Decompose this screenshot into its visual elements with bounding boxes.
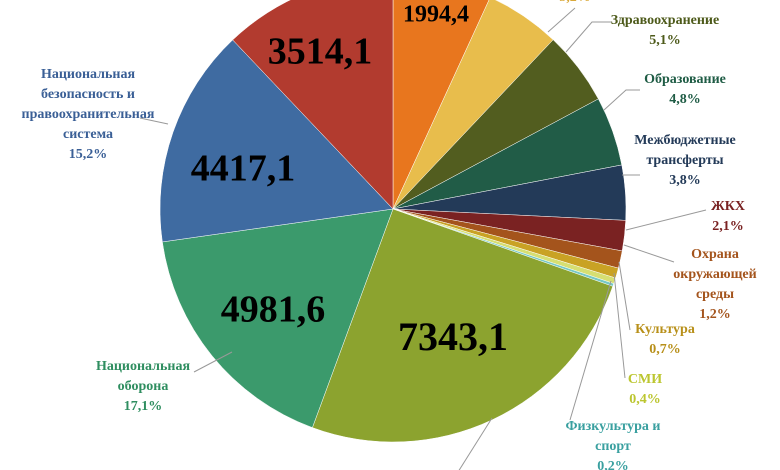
category-name: Межбюджетные трансферты [634,133,736,168]
value-label: 7343,1 [398,314,508,359]
share-label: 0,4% [629,392,661,407]
value-label: 3514,1 [268,31,373,73]
slice [162,208,394,428]
slice [232,0,394,210]
slice-label: Образование 4,8% [630,70,740,110]
leader-line [547,7,576,33]
category-name: ЖКХ [710,199,746,214]
category-name: Национальная оборона [95,359,191,394]
share-label: 0,2% [597,459,629,470]
value-label: 1994,4 [403,2,469,28]
slice-label: Культура 0,7% [620,320,710,360]
leader-line [139,117,169,125]
slice-label: Межбюджетные трансферты 3,8% [620,131,750,191]
slice-label: 5,2% [545,0,605,8]
category-name: Образование [644,72,726,87]
category-name: Здравоохранение [610,13,720,28]
category-name: Национальная безопасность и правоохранит… [21,67,155,142]
share-label: 15,2% [68,147,108,162]
slice [312,208,614,443]
slice-label: Национальная безопасность и правоохранит… [13,65,163,165]
slice-label: Национальная оборона 17,1% [70,357,216,417]
category-name: Охрана окружающей среды [673,247,757,302]
slice-label: Физкультура и спорт 0,2% [548,417,678,470]
slice-label: СМИ 0,4% [615,370,675,410]
category-name: СМИ [627,372,663,387]
slice-label: ЖКХ 2,1% [700,197,756,237]
category-name: Физкультура и спорт [565,419,661,454]
leader-line [458,417,493,470]
leader-line [623,244,675,263]
leader-line [613,272,626,379]
share-label: 5,1% [649,33,681,48]
leader-line [618,261,631,331]
slice [159,39,394,243]
slice-label: Здравоохранение 5,1% [600,11,730,51]
leader-line [565,21,612,53]
share-label: 4,8% [669,92,701,107]
share-label: 2,1% [712,219,744,234]
leader-line [193,351,233,373]
value-label: 4417,1 [191,148,296,190]
share-label: 1,2% [699,307,731,322]
share-label: 3,8% [669,173,701,188]
share-label: 0,7% [649,342,681,357]
slice [392,0,490,210]
share-label: 5,2% [545,0,605,8]
leader-line [569,280,612,421]
category-name: Культура [635,322,695,337]
leader-line [603,89,640,111]
share-label: 17,1% [123,399,163,414]
slice-label: Охрана окружающей среды 1,2% [665,245,765,325]
value-label: 4981,6 [221,289,326,331]
leader-line [625,209,707,231]
